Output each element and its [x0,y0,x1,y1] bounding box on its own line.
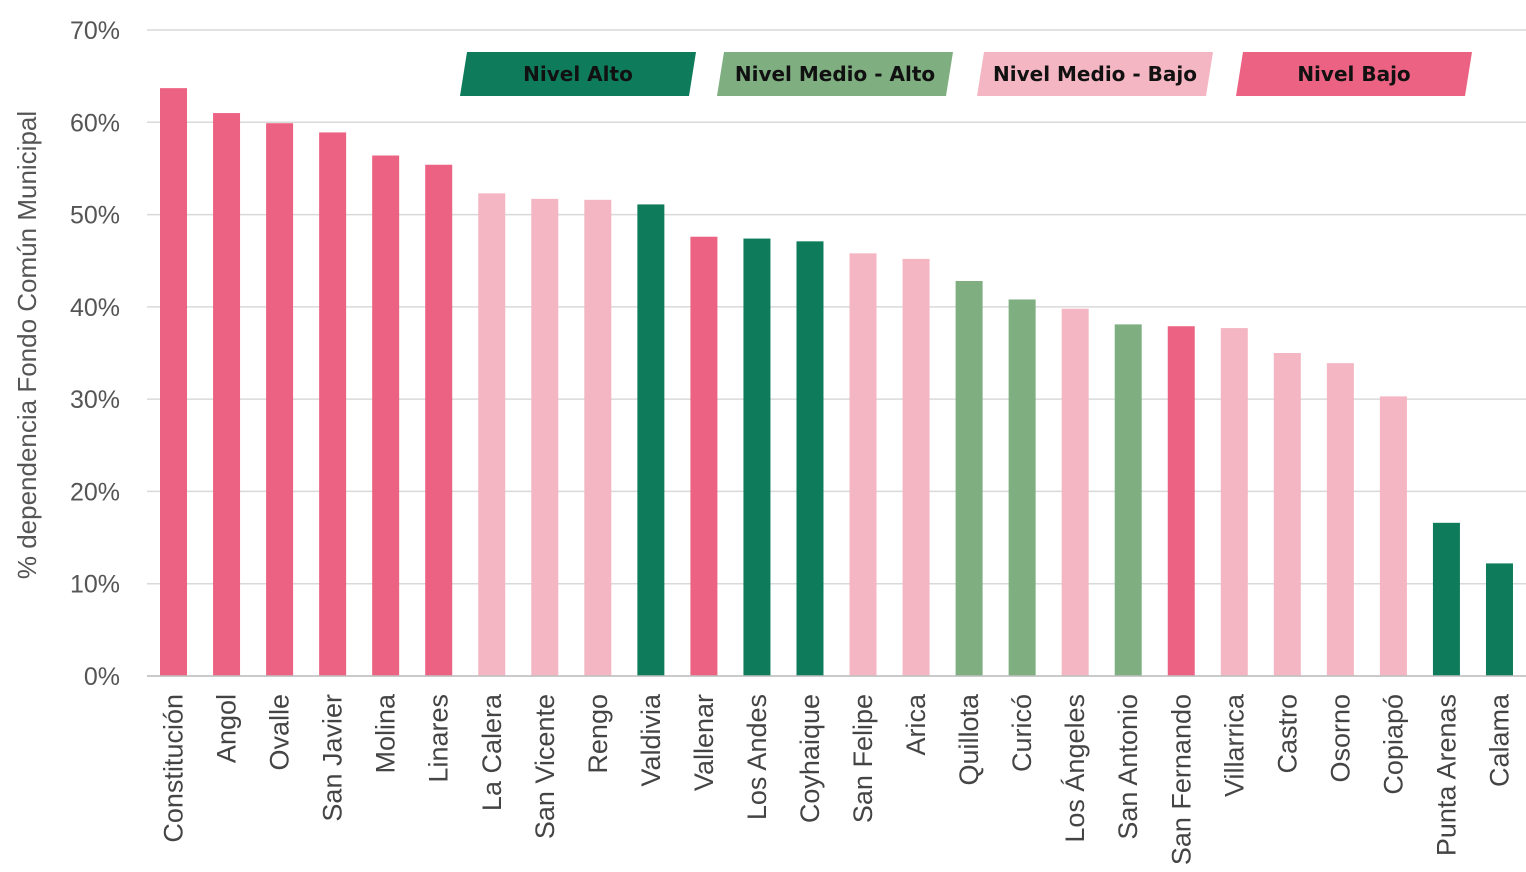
x-category-label: Los Ángeles [1060,694,1090,843]
bars [160,88,1513,677]
bar [1432,522,1460,676]
y-tick-label: 10% [70,571,120,599]
x-category-label: Calama [1484,693,1514,787]
bar [160,88,188,676]
legend-swatch [717,52,953,96]
legend-swatch [1236,52,1472,96]
gridlines [147,29,1526,677]
x-category-label: Valdivia [636,693,666,787]
bar [319,132,347,677]
bar [955,281,983,676]
x-category-label: Punta Arenas [1431,694,1461,856]
x-category-label: Coyhaique [795,694,825,823]
y-tick-label: 0% [84,663,120,691]
x-category-label: San Felipe [848,694,878,823]
x-category-label: Arica [901,693,931,755]
legend-item: Nivel Bajo [1236,52,1472,96]
bar [637,204,665,677]
legend-swatch [977,52,1213,96]
x-category-label: Quillota [954,693,984,786]
legend: Nivel Alto Nivel Medio - Alto Nivel Medio … [460,52,1472,96]
bar [1114,324,1142,676]
x-category-label: Rengo [583,694,613,774]
x-category-label: Copiapó [1378,694,1408,795]
x-category-label: Vallenar [689,694,719,791]
x-category-label: San Fernando [1166,694,1196,865]
x-category-label: Constitución [159,694,189,843]
y-axis-ticks: 0% 10% 20% 30% 40% 50% 60% 70% [70,17,120,691]
legend-item: Nivel Medio - Alto [717,52,953,96]
legend-label: Nivel Medio - Bajo [993,62,1197,86]
x-axis-category-labels: Constitución Angol Ovalle San Javier Molina L… [159,693,1515,865]
bar [743,238,771,676]
x-category-label: San Javier [318,694,348,822]
x-category-label: Castro [1272,694,1302,774]
y-tick-label: 50% [70,202,120,230]
legend-label: Nivel Bajo [1297,62,1410,86]
bar [902,258,930,676]
x-category-label: Los Andes [742,694,772,820]
x-category-label: Curicó [1007,694,1037,772]
bar [1273,353,1301,676]
x-category-label: La Calera [477,693,507,811]
bar [1485,563,1513,676]
x-category-label: Ovalle [265,694,295,771]
legend-item: Nivel Alto [460,52,696,96]
bar [1167,326,1195,676]
bar [213,113,241,677]
bar [1220,328,1248,676]
bar [478,193,506,677]
bar [1379,396,1407,676]
bar [266,123,294,677]
bar [1008,299,1036,676]
y-tick-label: 30% [70,386,120,414]
bar [531,198,559,676]
bar [1326,363,1354,676]
bar [1061,308,1089,676]
y-tick-label: 70% [70,17,120,45]
bar [849,253,877,676]
x-category-label: Linares [424,694,454,783]
x-category-label: Molina [371,693,401,774]
legend-label: Nivel Alto [523,62,633,86]
bar [796,241,824,676]
x-category-label: San Vicente [530,694,560,839]
y-tick-label: 40% [70,294,120,322]
bar [425,164,453,677]
y-tick-label: 20% [70,478,120,506]
legend-item: Nivel Medio - Bajo [977,52,1213,96]
y-axis-label: % dependencia Fondo Común Municipal [12,111,42,579]
y-tick-label: 60% [70,109,120,137]
legend-swatch [460,52,696,96]
x-category-label: San Antonio [1113,694,1143,840]
legend-label: Nivel Medio - Alto [735,62,935,86]
bar [690,236,718,676]
x-category-label: Villarrica [1219,693,1249,797]
bar [584,199,612,676]
x-category-label: Osorno [1325,694,1355,783]
bar [372,155,400,677]
x-category-label: Angol [212,694,242,763]
